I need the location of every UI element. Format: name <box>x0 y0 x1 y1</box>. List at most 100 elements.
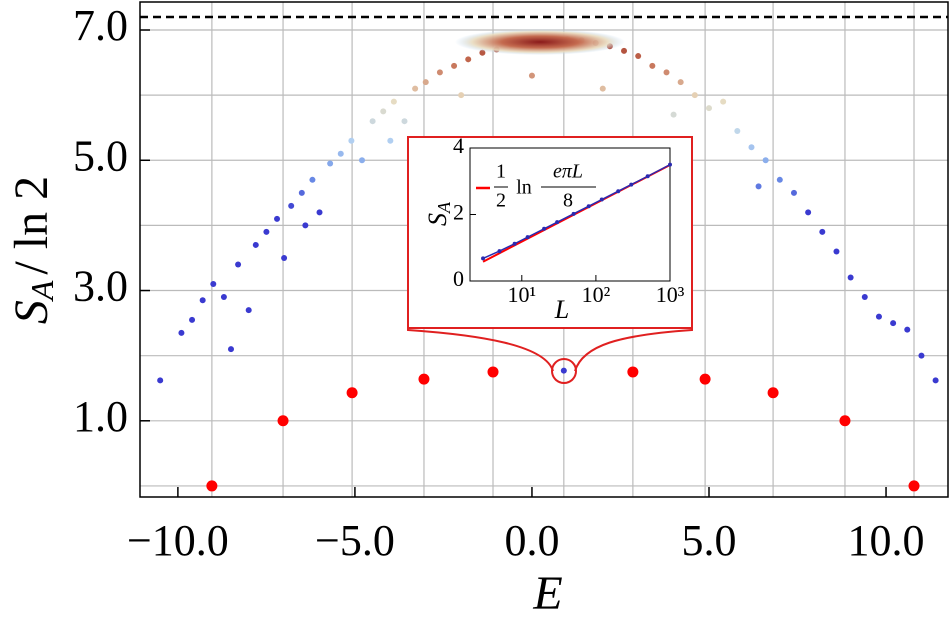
point <box>918 352 925 359</box>
inset-connector <box>407 328 693 372</box>
point <box>210 281 217 288</box>
ticks: −10.0 −5.0 0.0 5.0 10.0 1.0 3.0 5.0 7.0 <box>73 1 925 565</box>
point <box>890 320 897 327</box>
point <box>206 480 218 492</box>
inset-point <box>497 249 502 254</box>
inset-legend: 1 2 ln eπL 8 <box>476 161 596 212</box>
point <box>281 254 288 261</box>
y-tick-label: 3.0 <box>73 262 128 311</box>
point <box>277 415 289 427</box>
inset-y-sub: A <box>434 201 454 214</box>
x-tick-label: 0.0 <box>504 516 559 565</box>
point <box>805 209 812 216</box>
legend-coef-den: 2 <box>496 190 506 212</box>
point <box>599 85 606 92</box>
point <box>380 108 387 115</box>
point <box>451 62 458 69</box>
point <box>401 118 408 125</box>
y-axis-label: SA / ln 2 <box>5 176 60 324</box>
point <box>847 274 854 281</box>
point <box>316 209 323 216</box>
point <box>677 79 684 86</box>
point <box>390 98 397 105</box>
point <box>776 176 783 183</box>
inset-point <box>629 182 634 187</box>
inset-point <box>571 211 576 216</box>
inset-point <box>616 189 621 194</box>
y-tick-label: 5.0 <box>73 131 128 180</box>
inset: 10¹ 10² 10³ 0 2 4 <box>453 133 685 307</box>
point <box>458 92 465 99</box>
inset-point <box>512 241 517 246</box>
point <box>861 294 868 301</box>
point <box>359 157 366 164</box>
point <box>274 215 281 222</box>
inset-point <box>645 174 650 179</box>
x-tick-label: −10.0 <box>127 516 229 565</box>
point <box>157 377 164 384</box>
marks <box>140 15 948 492</box>
inset-point <box>555 220 560 225</box>
inset-x-tick-label: 10² <box>582 282 611 307</box>
point <box>302 222 309 229</box>
point <box>252 241 259 248</box>
point <box>487 366 499 378</box>
point <box>436 69 443 76</box>
point <box>387 137 394 144</box>
x-tick-label: 10.0 <box>848 516 925 565</box>
point <box>337 150 344 157</box>
highlight-circle <box>551 358 577 384</box>
point <box>755 183 762 190</box>
legend-arg-den: 8 <box>563 190 573 212</box>
x-tick-label: −5.0 <box>315 516 395 565</box>
point <box>227 346 234 353</box>
point <box>298 189 305 196</box>
point <box>734 127 741 134</box>
inset-point <box>542 226 547 231</box>
point <box>635 53 642 60</box>
inset-point <box>586 204 591 209</box>
point <box>790 189 797 196</box>
point <box>819 228 826 235</box>
inset-x-tick-label: 10¹ <box>507 282 536 307</box>
point <box>189 316 196 323</box>
point <box>875 313 882 320</box>
y-label-sub: A <box>24 280 60 302</box>
point <box>904 326 911 333</box>
point <box>327 160 334 167</box>
y-tick-label: 7.0 <box>73 1 128 50</box>
point <box>263 228 270 235</box>
point <box>691 92 698 99</box>
point <box>199 297 206 304</box>
x-axis-label: E <box>532 567 562 620</box>
point <box>932 377 939 384</box>
legend-coef-num: 1 <box>496 161 506 183</box>
point <box>833 248 840 255</box>
point <box>627 366 639 378</box>
point <box>178 329 185 336</box>
plot-frame <box>139 1 949 498</box>
inset-y-tick-label: 2 <box>453 200 464 225</box>
point <box>245 307 252 314</box>
y-label-rest: / ln 2 <box>5 176 58 275</box>
inset-y-symbol: S <box>423 213 452 226</box>
point <box>369 118 376 125</box>
point <box>288 202 295 209</box>
point <box>705 105 712 112</box>
y-label-symbol: S <box>5 300 58 324</box>
point <box>309 176 316 183</box>
inset-point <box>525 235 530 240</box>
point <box>220 294 227 301</box>
inset-x-label: L <box>554 295 569 324</box>
point <box>748 144 755 151</box>
inset-y-tick-label: 4 <box>453 133 464 158</box>
y-tick-label: 1.0 <box>73 392 128 441</box>
inset-point <box>481 256 486 261</box>
legend-arg-num: eπL <box>553 161 583 183</box>
point <box>235 261 242 268</box>
point <box>346 387 358 399</box>
inset-x-tick-label: 10³ <box>656 282 685 307</box>
point <box>839 415 851 427</box>
point <box>720 98 727 105</box>
